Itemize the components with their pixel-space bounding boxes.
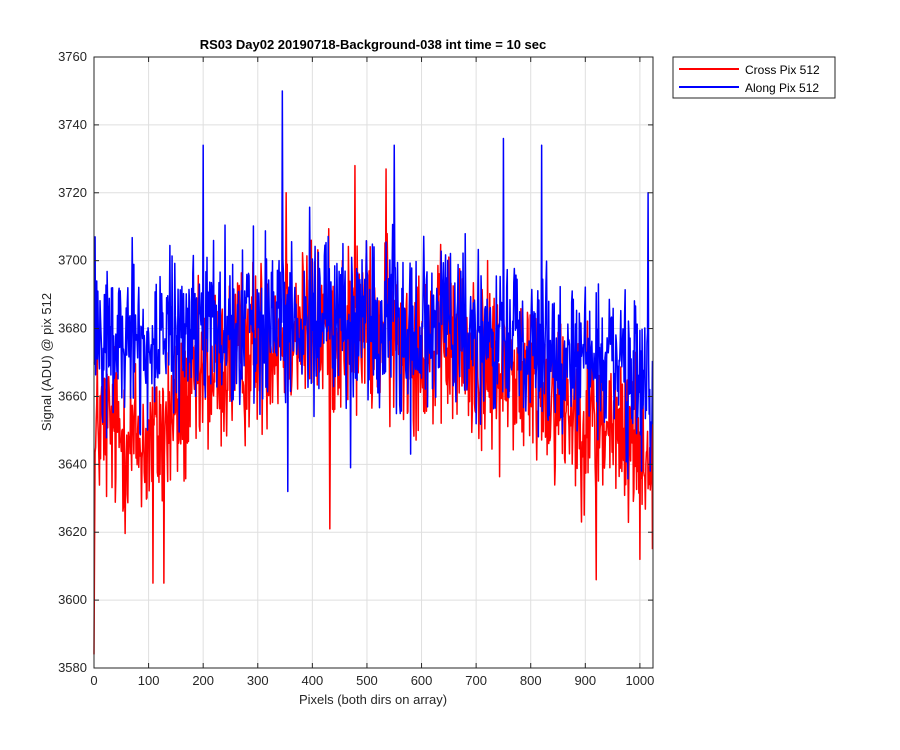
y-tick-label: 3760 — [58, 49, 87, 64]
y-tick-label: 3740 — [58, 117, 87, 132]
y-tick-label: 3700 — [58, 253, 87, 268]
y-tick-label: 3640 — [58, 456, 87, 471]
x-tick-label: 100 — [138, 673, 160, 688]
y-tick-label: 3680 — [58, 321, 87, 336]
y-tick-label: 3720 — [58, 185, 87, 200]
x-tick-label: 300 — [247, 673, 269, 688]
y-tick-label: 3620 — [58, 524, 87, 539]
x-tick-label: 1000 — [625, 673, 654, 688]
series-line-along-pix — [93, 90, 654, 493]
chart-title: RS03 Day02 20190718-Background-038 int t… — [200, 37, 547, 52]
x-tick-label: 900 — [574, 673, 596, 688]
plot-frame — [93, 56, 654, 669]
y-tick-label: 3580 — [58, 660, 87, 675]
axes: 0 100 200 300 400 500 600 700 800 900 1000 3580 3600… — [58, 49, 654, 688]
legend-label-along: Along Pix 512 — [745, 81, 819, 95]
legend-label-cross: Cross Pix 512 — [745, 63, 820, 77]
x-tick-label: 600 — [411, 673, 433, 688]
x-tick-label: 800 — [520, 673, 542, 688]
legend-box — [672, 56, 836, 99]
x-tick-label: 400 — [302, 673, 324, 688]
x-tick-label: 500 — [356, 673, 378, 688]
legend[interactable]: Cross Pix 512 Along Pix 512 — [672, 56, 836, 99]
x-tick-label: 200 — [192, 673, 214, 688]
y-axis-label: Signal (ADU) @ pix 512 — [39, 293, 54, 431]
x-tick-label: 700 — [465, 673, 487, 688]
y-tick-label: 3600 — [58, 592, 87, 607]
series-layer — [93, 90, 654, 655]
x-axis-label: Pixels (both dirs on array) — [299, 692, 447, 707]
y-tick-label: 3660 — [58, 388, 87, 403]
x-tick-label: 0 — [90, 673, 97, 688]
